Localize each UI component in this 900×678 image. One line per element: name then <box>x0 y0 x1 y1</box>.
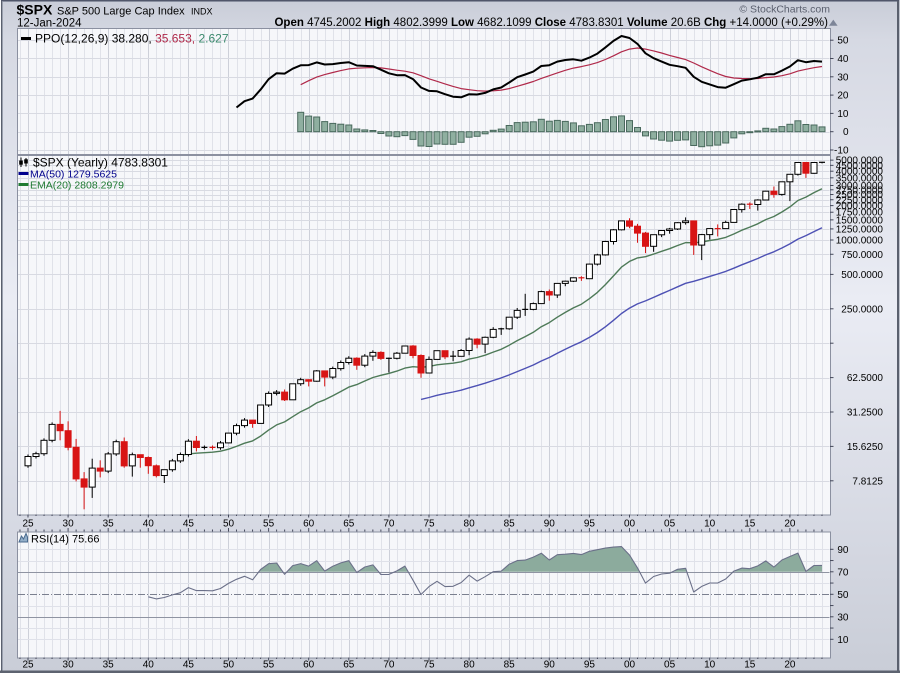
svg-text:500.0000: 500.0000 <box>841 270 883 281</box>
svg-text:1500.0000: 1500.0000 <box>836 215 884 226</box>
svg-text:55: 55 <box>263 660 275 671</box>
svg-text:45: 45 <box>183 519 195 530</box>
svg-text:20: 20 <box>784 519 796 530</box>
svg-text:90: 90 <box>837 545 849 556</box>
svg-text:30: 30 <box>837 612 849 623</box>
svg-text:1250.0000: 1250.0000 <box>836 224 884 235</box>
svg-text:50: 50 <box>223 660 235 671</box>
svg-text:12-Jan-2024: 12-Jan-2024 <box>17 18 82 30</box>
svg-text:0: 0 <box>843 127 849 138</box>
svg-text:750.0000: 750.0000 <box>841 250 883 261</box>
svg-text:4500.0000: 4500.0000 <box>836 161 884 172</box>
svg-text:30: 30 <box>837 72 849 83</box>
svg-text:© StockCharts.com: © StockCharts.com <box>739 4 830 16</box>
svg-text:31.2500: 31.2500 <box>847 408 884 419</box>
svg-text:MA(50) 1279.5625: MA(50) 1279.5625 <box>30 169 117 181</box>
svg-text:10: 10 <box>837 109 849 120</box>
svg-text:60: 60 <box>303 519 315 530</box>
svg-text:45: 45 <box>183 660 195 671</box>
svg-text:40: 40 <box>143 660 155 671</box>
svg-text:40: 40 <box>143 519 155 530</box>
svg-text:80: 80 <box>464 519 476 530</box>
svg-text:PPO(12,26,9) 38.280, 35.653, 2: PPO(12,26,9) 38.280, 35.653, 2.627 <box>35 32 229 46</box>
svg-text:2750.0000: 2750.0000 <box>836 185 884 196</box>
svg-text:70: 70 <box>383 660 395 671</box>
svg-text:INDX: INDX <box>191 7 213 17</box>
svg-text:90: 90 <box>544 519 556 530</box>
svg-text:Open 4745.2002 High 4802.3999: Open 4745.2002 High 4802.3999 Low 4682.1… <box>274 17 828 29</box>
svg-text:50: 50 <box>837 590 849 601</box>
svg-text:20: 20 <box>784 660 796 671</box>
svg-text:90: 90 <box>544 660 556 671</box>
svg-text:50: 50 <box>223 519 235 530</box>
svg-text:4000.0000: 4000.0000 <box>836 167 884 178</box>
svg-text:70: 70 <box>837 567 849 578</box>
svg-text:2000.0000: 2000.0000 <box>836 201 884 212</box>
svg-text:70: 70 <box>383 519 395 530</box>
svg-text:-10: -10 <box>834 146 849 157</box>
svg-text:62.5000: 62.5000 <box>847 373 884 384</box>
svg-text:25: 25 <box>22 660 34 671</box>
svg-text:35: 35 <box>103 660 115 671</box>
svg-text:50: 50 <box>837 36 849 47</box>
svg-text:3000.0000: 3000.0000 <box>836 181 884 192</box>
svg-text:65: 65 <box>343 519 355 530</box>
svg-text:00: 00 <box>624 660 636 671</box>
svg-text:1750.0000: 1750.0000 <box>836 208 884 219</box>
svg-text:75: 75 <box>423 519 435 530</box>
svg-text:$SPX (Yearly) 4783.8301: $SPX (Yearly) 4783.8301 <box>33 156 168 170</box>
svg-text:00: 00 <box>624 519 636 530</box>
svg-text:20: 20 <box>837 91 849 102</box>
svg-text:40: 40 <box>837 54 849 65</box>
svg-text:35: 35 <box>103 519 115 530</box>
svg-text:75: 75 <box>423 660 435 671</box>
svg-text:05: 05 <box>664 660 676 671</box>
svg-text:05: 05 <box>664 519 676 530</box>
svg-text:30: 30 <box>63 660 75 671</box>
svg-text:15: 15 <box>744 660 756 671</box>
svg-text:250.0000: 250.0000 <box>841 304 883 315</box>
svg-text:65: 65 <box>343 660 355 671</box>
svg-text:30: 30 <box>63 519 75 530</box>
svg-text:85: 85 <box>504 519 516 530</box>
svg-text:55: 55 <box>263 519 275 530</box>
svg-text:3500.0000: 3500.0000 <box>836 173 884 184</box>
svg-text:95: 95 <box>584 519 596 530</box>
svg-text:10: 10 <box>704 660 716 671</box>
svg-text:1000.0000: 1000.0000 <box>836 236 884 247</box>
svg-text:80: 80 <box>464 660 476 671</box>
svg-text:2500.0000: 2500.0000 <box>836 190 884 201</box>
svg-text:15.6250: 15.6250 <box>847 442 884 453</box>
svg-text:2250.0000: 2250.0000 <box>836 195 884 206</box>
svg-text:7.8125: 7.8125 <box>852 476 883 487</box>
svg-text:95: 95 <box>584 660 596 671</box>
svg-text:5000.0000: 5000.0000 <box>836 156 884 167</box>
svg-text:60: 60 <box>303 660 315 671</box>
svg-text:RSI(14) 75.66: RSI(14) 75.66 <box>31 534 99 546</box>
svg-text:25: 25 <box>22 519 34 530</box>
svg-text:85: 85 <box>504 660 516 671</box>
svg-text:S&P 500 Large Cap Index: S&P 500 Large Cap Index <box>57 6 185 18</box>
svg-text:$SPX: $SPX <box>17 2 53 18</box>
svg-text:15: 15 <box>744 519 756 530</box>
svg-text:EMA(20) 2808.2979: EMA(20) 2808.2979 <box>30 180 124 192</box>
svg-text:10: 10 <box>704 519 716 530</box>
svg-text:10: 10 <box>837 635 849 646</box>
